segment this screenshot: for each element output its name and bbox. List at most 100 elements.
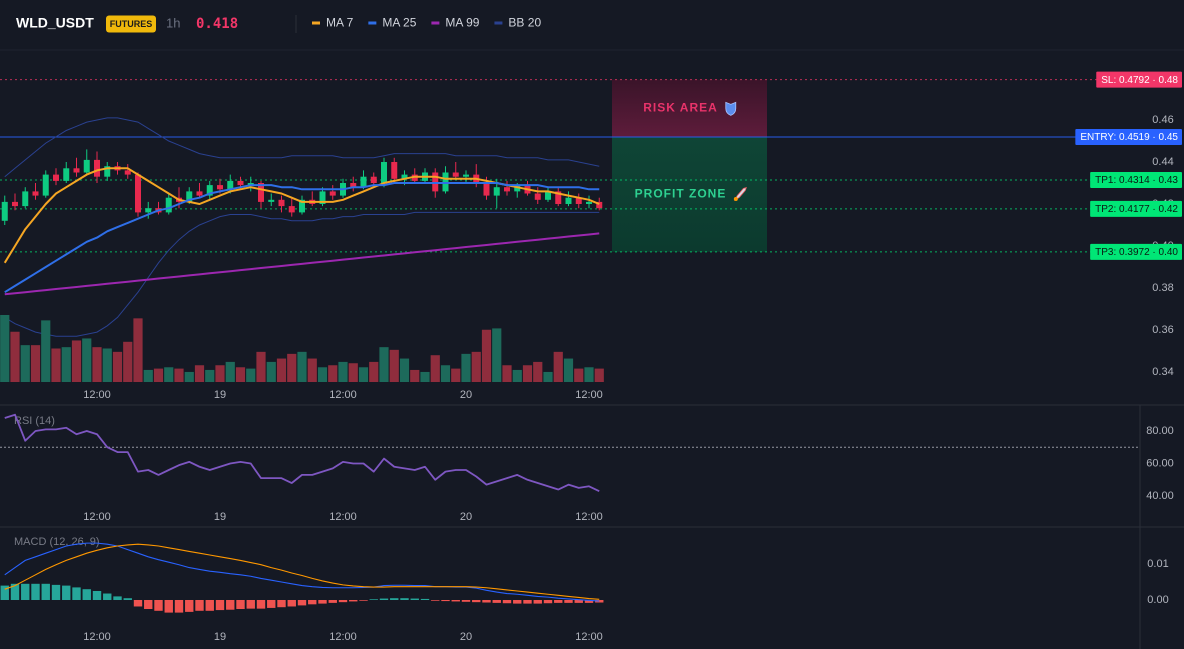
histogram-bar: [31, 583, 40, 600]
candle-body: [83, 159, 90, 173]
volume-bar: [61, 347, 71, 382]
volume-bar: [133, 318, 143, 382]
volume-bar: [30, 345, 41, 382]
histogram-bar: [133, 600, 143, 607]
histogram-bar: [533, 600, 542, 604]
histogram-bar: [10, 583, 20, 600]
volume-bar: [574, 368, 584, 382]
volume-bar: [512, 369, 522, 382]
volume-bar: [82, 338, 92, 382]
candle-body: [268, 199, 275, 202]
histogram-bar: [297, 600, 307, 606]
histogram-bar: [226, 600, 235, 610]
volume-bar: [553, 351, 563, 382]
x-tick-label: 19: [214, 389, 226, 401]
histogram-bar: [349, 600, 358, 602]
macd-line: [4, 542, 600, 602]
volume-bar: [225, 361, 235, 382]
rsi-title: RSI (14): [14, 415, 55, 427]
x-tick-label: 19: [214, 631, 226, 643]
histogram-bar: [543, 600, 553, 604]
histogram-bar: [564, 600, 573, 603]
candle-body: [545, 191, 551, 200]
candle-body: [206, 185, 213, 196]
volume-bar: [594, 368, 604, 382]
x-tick-label: 12:00: [83, 631, 111, 643]
volume-bar: [174, 368, 184, 382]
x-tick-label: 12:00: [329, 631, 357, 643]
histogram-bar: [256, 600, 266, 609]
candle-body: [247, 183, 254, 186]
volume-bar: [533, 361, 543, 382]
x-tick-label: 12:00: [575, 631, 603, 643]
volume-bar: [71, 340, 82, 382]
candle-body: [565, 197, 572, 204]
volume-bar: [338, 361, 348, 382]
histogram-bar: [287, 600, 296, 607]
badge-bg: [106, 15, 156, 33]
histogram-bar: [584, 600, 594, 603]
zone: [612, 79, 767, 138]
interval: 1h: [166, 15, 180, 30]
histogram-bar: [154, 600, 163, 611]
histogram-bar: [72, 587, 81, 600]
volume-bar: [287, 353, 297, 382]
level-tag-label: TP3: 0.3972 · 0.40: [1095, 247, 1178, 258]
histogram-bar: [420, 598, 430, 600]
y-tick-label: 0.44: [1152, 156, 1173, 168]
histogram-bar: [513, 600, 522, 604]
histogram-bar: [451, 600, 460, 602]
zone-label: RISK AREA: [643, 101, 718, 115]
legend-label: MA 99: [445, 16, 479, 30]
candle-body: [411, 174, 418, 181]
legend-label: BB 20: [508, 16, 541, 30]
histogram-bar: [21, 583, 30, 600]
bb-upper: [4, 117, 600, 178]
volume-bar: [430, 355, 440, 382]
candle-body: [217, 185, 223, 190]
volume-bar: [205, 369, 215, 382]
volume-bar: [451, 368, 461, 382]
candle-body: [258, 183, 264, 202]
histogram-bar: [174, 600, 184, 613]
histogram-bar: [51, 584, 61, 600]
volume-bar: [543, 371, 553, 382]
histogram-bar: [205, 600, 214, 611]
candle-body: [1, 201, 8, 221]
y-tick-label: 80.00: [1146, 425, 1174, 437]
candle-body: [329, 191, 336, 196]
histogram-bar: [62, 585, 71, 600]
level-tag-label: SL: 0.4792 · 0.48: [1101, 75, 1178, 86]
y-tick-label: 40.00: [1146, 490, 1174, 502]
histogram-bar: [595, 600, 604, 603]
candle-body: [381, 162, 387, 183]
volume-bar: [328, 365, 338, 382]
x-tick-label: 20: [460, 511, 472, 523]
histogram-bar: [574, 600, 583, 603]
histogram-bar: [338, 600, 348, 603]
histogram-bar: [492, 600, 501, 603]
volume-bar: [276, 358, 287, 382]
volume-bar: [563, 358, 574, 382]
volume-bar: [379, 347, 389, 382]
histogram-bar: [441, 600, 450, 602]
rocket-icon: [733, 186, 747, 201]
candle-body: [104, 166, 111, 177]
candle-body: [555, 191, 562, 204]
candle-body: [319, 191, 326, 204]
volume-bar: [102, 348, 112, 382]
volume-bar: [502, 365, 512, 382]
candle-body: [596, 201, 603, 209]
x-tick-label: 12:00: [329, 511, 357, 523]
histogram-bar: [123, 598, 132, 600]
candle-body: [12, 201, 18, 207]
bb-lower: [4, 211, 600, 337]
candle-body: [124, 170, 131, 175]
histogram-bar: [267, 600, 276, 608]
histogram-bar: [359, 600, 368, 601]
x-tick-label: 12:00: [575, 511, 603, 523]
candle-body: [94, 159, 100, 177]
y-tick-label: 60.00: [1146, 457, 1174, 469]
